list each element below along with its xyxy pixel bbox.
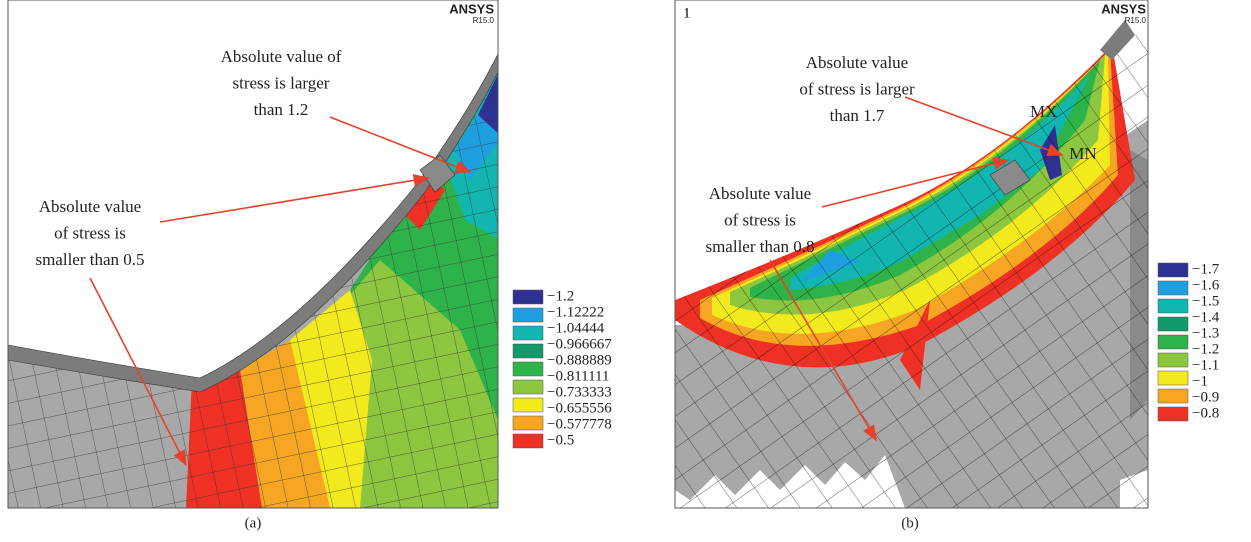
legend-swatch: [1157, 280, 1189, 296]
frame: [674, 0, 1149, 509]
max-label: MX: [1030, 102, 1057, 121]
arrow: [769, 259, 877, 442]
legend-swatch: [1157, 316, 1189, 332]
legend-swatch: [512, 289, 544, 305]
tip: [1100, 20, 1135, 60]
rim: [8, 53, 498, 393]
legend-label: −0.655556: [547, 400, 612, 416]
arrow: [89, 277, 187, 467]
arrow: [904, 96, 1064, 157]
annotation: stress is larger: [233, 73, 330, 92]
legend-label: −1.2: [1192, 341, 1219, 357]
legend-label: −1.7: [1192, 261, 1220, 277]
contour-plot-b: [675, 0, 1148, 508]
annotation: than 1.7: [830, 106, 885, 125]
legend-label: −0.577778: [547, 416, 612, 432]
legend-label: −1.2: [547, 288, 574, 304]
legend-label: −1.1: [1192, 357, 1219, 373]
annotation: of stress is larger: [799, 79, 915, 98]
legend-label: −1.3: [1192, 325, 1219, 341]
caption: (b): [901, 515, 919, 531]
legend-label: −0.811111: [547, 368, 609, 384]
legend-label: −0.9: [1192, 389, 1219, 405]
legend-label: −0.5: [547, 432, 574, 448]
arrow: [159, 174, 430, 223]
annotation: Absolute value: [39, 197, 141, 216]
legend-swatch: [1157, 334, 1189, 350]
hole: [8, 0, 498, 378]
annotation: of stress is: [724, 210, 796, 229]
legend-swatch: [1157, 262, 1189, 278]
legend-label: −0.966667: [547, 336, 612, 352]
legend-swatch: [1157, 352, 1189, 368]
legend-label: −1.4: [1192, 309, 1220, 325]
arrow: [329, 116, 472, 173]
legend-swatch: [1157, 406, 1189, 422]
legend-label: −1.5: [1192, 293, 1219, 309]
legend-swatch: [512, 415, 544, 431]
legend-swatch: [512, 325, 544, 341]
legend-label: −1.6: [1192, 277, 1220, 293]
version: R15.0: [1125, 16, 1147, 25]
annotation: Absolute value: [806, 53, 908, 72]
legend-label: −0.888889: [547, 352, 612, 368]
frame: [7, 0, 499, 509]
brand: ANSYS: [449, 1, 494, 16]
version: R15.0: [473, 16, 495, 25]
annotation: Absolute value of: [221, 47, 342, 66]
caption: (a): [245, 515, 262, 531]
legend-swatch: [512, 361, 544, 377]
annotation: than 1.2: [254, 100, 309, 119]
legend-swatch: [512, 433, 544, 449]
annotation: Absolute value: [709, 184, 811, 203]
legend-swatch: [1157, 388, 1189, 404]
legend-label: −1.04444: [547, 320, 605, 336]
legend-label: −1: [1192, 373, 1208, 389]
legend-swatch: [512, 343, 544, 359]
legend-label: −0.733333: [547, 384, 612, 400]
legend-swatch: [512, 307, 544, 323]
window-number: 1: [683, 5, 691, 21]
contour-plot-a: [8, 0, 498, 508]
labels: Absolute value of stress is larger than 1.…: [35, 47, 1219, 532]
annotation: smaller than 0.5: [35, 250, 144, 269]
min-label: MN: [1069, 144, 1096, 163]
brand: ANSYS: [1101, 1, 1146, 16]
legend-swatch: [1157, 298, 1189, 314]
legend-swatch: [512, 379, 544, 395]
legend-label: −0.8: [1192, 405, 1219, 421]
arrow: [821, 157, 1010, 208]
legend-label: −1.12222: [547, 304, 604, 320]
legend-swatch: [512, 397, 544, 413]
void: [675, 0, 1148, 300]
legend-swatch: [1157, 370, 1189, 386]
annotation: smaller than 0.8: [705, 237, 814, 256]
annotation: of stress is: [54, 223, 126, 242]
